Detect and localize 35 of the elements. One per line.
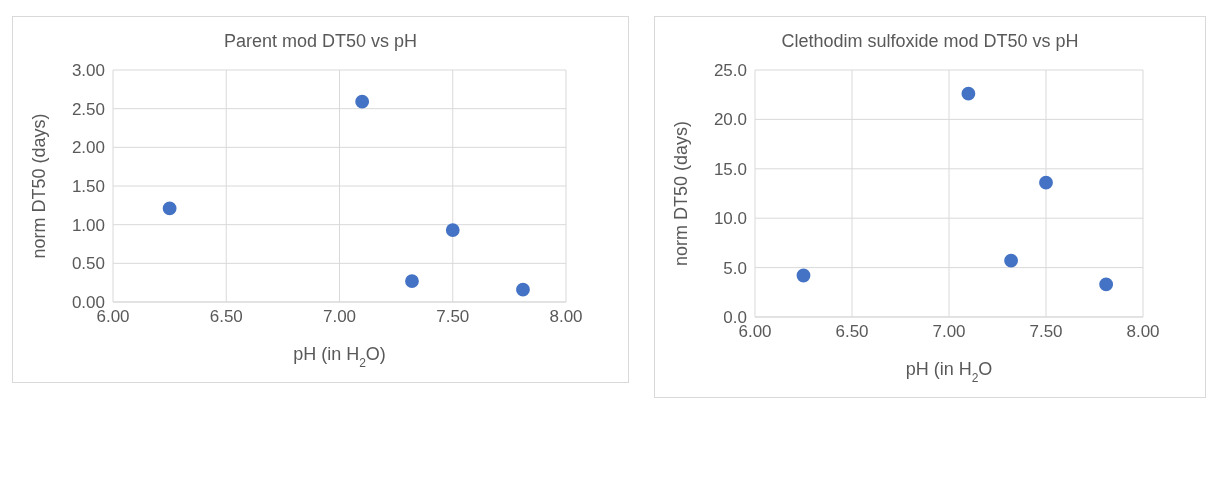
- x-axis-title: pH (in H$_{2}$O): [293, 344, 386, 370]
- chart-title: Parent mod DT50 vs pH: [222, 31, 419, 52]
- point: [1099, 277, 1114, 292]
- point: [405, 274, 419, 289]
- x-axis-title: pH (in H$_{2}$O: [905, 359, 993, 385]
- x-tick-label: 7.50: [1029, 322, 1063, 342]
- y-tick-label: 0.50: [71, 254, 105, 274]
- point: [961, 86, 976, 101]
- x-tick-label: 7.00: [322, 307, 357, 327]
- point: [445, 223, 460, 237]
- y-tick-label: 1.00: [71, 215, 105, 235]
- y-tick-label: 2.50: [71, 99, 105, 119]
- x-tick-label: 8.00: [1126, 322, 1160, 342]
- point: [1004, 253, 1018, 268]
- x-tick-label: 6.50: [209, 307, 243, 327]
- point: [796, 268, 811, 283]
- point: [516, 282, 530, 297]
- y-axis-title: norm DT50 (days): [671, 120, 691, 267]
- y-tick-label: 3.00: [71, 61, 105, 81]
- point: [162, 201, 177, 216]
- y-tick-label: 10.0: [713, 209, 747, 229]
- y-tick-label: 25.0: [713, 61, 747, 81]
- point: [355, 94, 370, 109]
- chart-title: Clethodim sulfoxide mod DT50 vs pH: [780, 31, 1080, 52]
- x-tick-label: 8.00: [549, 307, 583, 327]
- y-axis-title: norm DT50 (days): [29, 113, 49, 259]
- x-tick-label: 6.50: [835, 322, 869, 342]
- y-tick-label: 2.00: [71, 138, 105, 158]
- y-tick-label: 15.0: [713, 159, 747, 179]
- point: [1039, 175, 1053, 190]
- y-tick-label: 5.0: [723, 258, 747, 278]
- y-tick-label: 1.50: [71, 177, 105, 197]
- y-tick-label: 20.0: [713, 110, 747, 130]
- x-tick-label: 7.00: [932, 322, 966, 342]
- x-tick-label: 7.50: [436, 307, 470, 327]
